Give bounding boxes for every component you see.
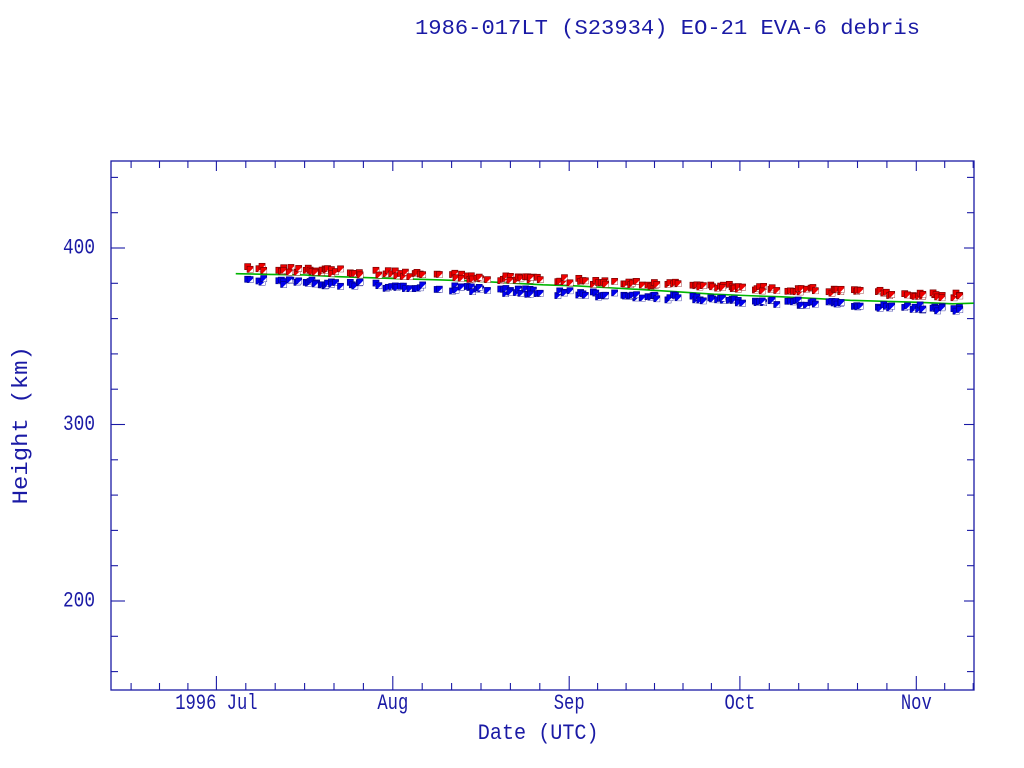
svg-text:Nov: Nov [901,691,932,716]
svg-text:Aug: Aug [377,691,408,716]
svg-text:1996 Jul: 1996 Jul [175,691,257,716]
svg-text:Height (km): Height (km) [9,346,34,504]
svg-text:Oct: Oct [724,691,755,716]
svg-text:Sep: Sep [554,691,585,716]
svg-text:400: 400 [63,236,95,261]
svg-text:1986-017LT (S23934) EO-21 EVA-: 1986-017LT (S23934) EO-21 EVA-6 debris [415,18,920,41]
svg-text:Date (UTC): Date (UTC) [478,721,599,746]
svg-text:300: 300 [63,412,95,437]
svg-text:200: 200 [63,589,95,614]
